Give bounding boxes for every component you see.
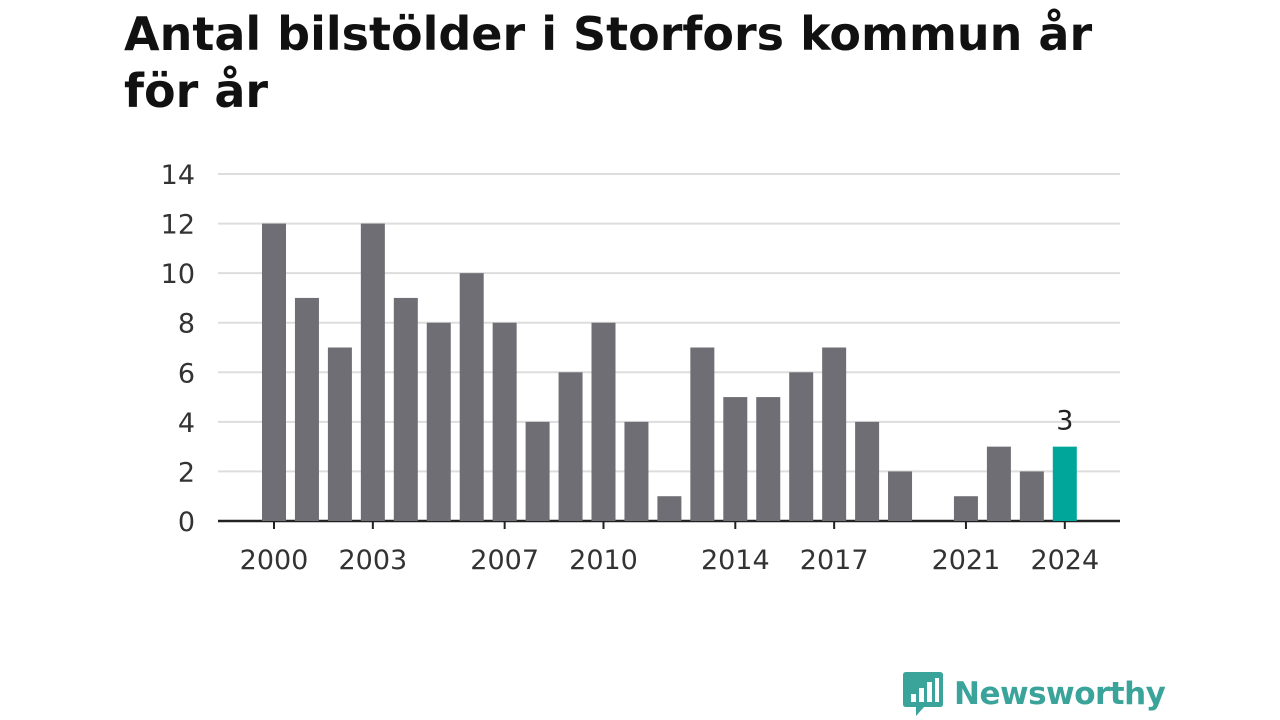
bar-2009 [558,372,583,521]
data-labels: 3 [1056,406,1073,437]
x-tick-label: 2021 [932,545,1001,576]
bar-2008 [525,421,550,521]
y-tick-label: 4 [178,408,195,439]
gridlines [218,173,1120,523]
x-tick-label: 2000 [240,545,309,576]
bar-2001 [294,297,319,521]
y-tick-label: 2 [178,457,195,488]
bar-2016 [789,372,814,521]
x-axis-ticks: 2000 2003 2007 2010 2014 2017 2021 2024 [240,521,1099,576]
y-tick-label: 10 [161,259,195,290]
y-tick-label: 0 [178,507,195,538]
bar-2014 [723,397,748,521]
x-tick-label: 2014 [701,545,770,576]
bar-2024 [1052,446,1077,521]
y-tick-label: 14 [161,160,195,191]
bar-2003 [360,223,385,522]
bar-2021 [953,496,978,521]
bar-2023 [1019,471,1044,521]
newsworthy-logo: Newsworthy [902,670,1166,718]
bar-2012 [657,496,682,521]
bar-2013 [690,347,715,521]
bars [262,223,1077,522]
x-tick-label: 2017 [800,545,869,576]
x-tick-label: 2003 [338,545,407,576]
bar-2018 [855,421,880,521]
y-tick-label: 6 [178,358,195,389]
bar-2017 [822,347,847,521]
bar-2022 [986,446,1011,521]
data-label-2024: 3 [1056,406,1073,437]
x-tick-label: 2007 [470,545,539,576]
bar-2004 [393,297,418,521]
y-tick-label: 12 [161,210,195,241]
bar-2015 [756,397,781,521]
brand-name: Newsworthy [954,676,1166,712]
bar-chart: 0 2 4 6 8 10 12 14 2000 2003 2007 2010 2014 2017 2021… [161,160,1120,576]
bar-2005 [426,322,451,521]
bar-chart-speech-bubble-icon [903,672,943,716]
bar-2011 [624,421,649,521]
bar-2006 [459,273,484,521]
bar-2007 [492,322,517,521]
chart-title: Antal bilstölder i Storfors kommun år fö… [124,7,1093,118]
bar-2000 [262,223,286,522]
x-tick-label: 2010 [569,545,638,576]
bar-2002 [327,347,352,521]
x-tick-label: 2024 [1030,545,1099,576]
y-axis-ticks: 0 2 4 6 8 10 12 14 [161,160,195,538]
bar-2019 [888,471,913,521]
y-tick-label: 8 [178,309,195,340]
bar-2010 [591,322,616,521]
